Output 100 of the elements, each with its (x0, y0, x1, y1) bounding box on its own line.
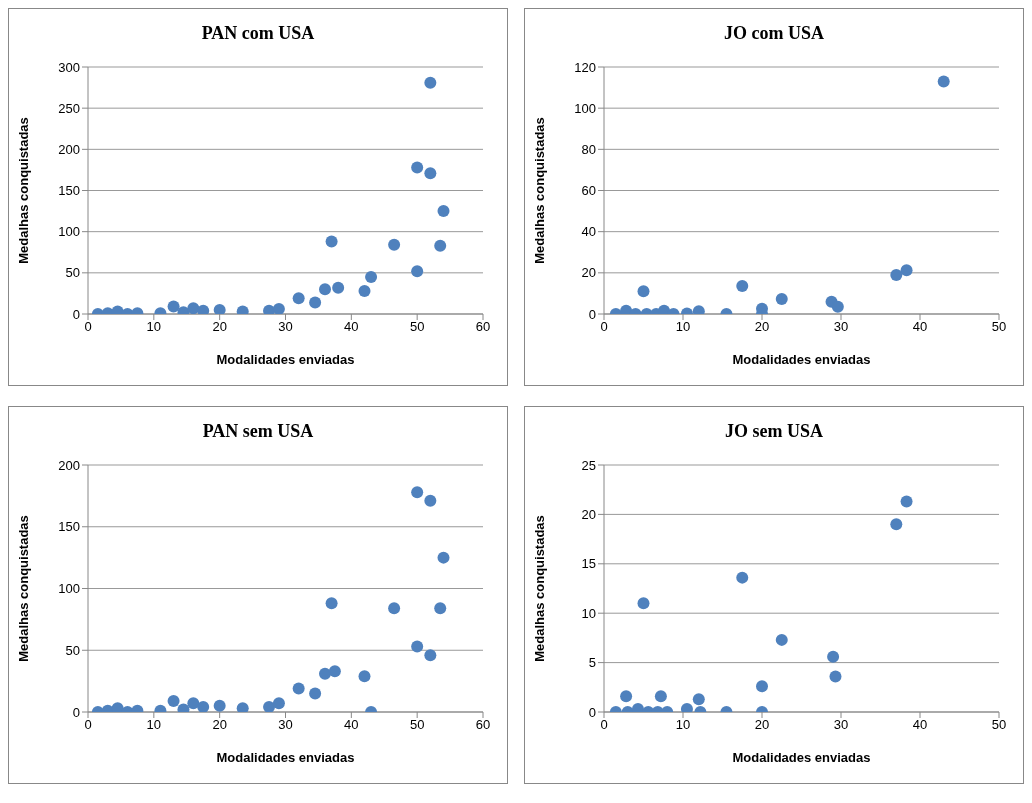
point (827, 650, 840, 663)
point (388, 238, 401, 251)
point (411, 265, 424, 278)
y-tick-label: 0 (588, 306, 596, 322)
point (775, 292, 788, 305)
y-tick-label: 120 (574, 59, 596, 75)
point (187, 302, 200, 314)
point (620, 304, 633, 314)
point (658, 304, 671, 314)
x-tick-label: 40 (912, 319, 928, 335)
point (437, 205, 450, 218)
x-tick-label: 0 (600, 319, 608, 335)
y-tick-label: 60 (581, 183, 596, 199)
point (272, 303, 285, 314)
point (829, 670, 842, 683)
point (756, 680, 768, 693)
x-tick-label: 30 (833, 319, 849, 335)
point (890, 518, 903, 531)
point (236, 702, 249, 712)
point (900, 264, 913, 277)
x-tick-label: 10 (146, 717, 162, 733)
point (424, 76, 437, 89)
point (775, 633, 788, 646)
point (411, 640, 424, 653)
point (325, 597, 338, 610)
point (292, 682, 305, 695)
y-tick-label: 250 (58, 100, 80, 116)
point (637, 597, 650, 610)
x-axis-title: Modalidades enviadas (732, 750, 871, 765)
y-tick-label: 10 (581, 605, 596, 621)
y-axis-title: Medalhas conquistadas (15, 515, 31, 662)
x-tick-label: 50 (409, 717, 425, 733)
y-tick-label: 100 (574, 100, 596, 116)
point (332, 281, 345, 294)
x-tick-label: 10 (675, 717, 691, 733)
point (890, 268, 903, 281)
x-tick-label: 40 (344, 319, 359, 335)
chart-title: JO sem USA (724, 421, 824, 442)
y-tick-label: 80 (581, 141, 596, 157)
y-axis-title: Medalhas conquistadas (531, 515, 547, 662)
point (692, 693, 705, 706)
point (424, 649, 437, 662)
chart-title: JO com USA (723, 23, 825, 44)
x-tick-label: 50 (409, 319, 425, 335)
point (437, 551, 450, 564)
point (358, 284, 371, 297)
point (213, 303, 226, 314)
point (388, 602, 401, 615)
point (319, 283, 331, 296)
point (292, 292, 305, 305)
point (365, 270, 378, 283)
x-axis-title: Modalidades enviadas (216, 750, 355, 765)
point (309, 296, 322, 309)
y-tick-label: 15 (581, 556, 596, 572)
point (654, 690, 667, 703)
x-tick-label: 30 (278, 319, 293, 335)
y-tick-label: 150 (58, 519, 80, 535)
point (167, 694, 180, 707)
point (197, 701, 210, 712)
point (319, 667, 331, 680)
x-tick-label: 20 (754, 717, 770, 733)
point (309, 687, 322, 700)
x-tick-label: 40 (344, 717, 359, 733)
x-tick-label: 0 (84, 717, 92, 733)
y-tick-label: 5 (588, 655, 596, 671)
x-tick-label: 60 (475, 717, 491, 733)
y-tick-label: 20 (581, 265, 596, 281)
chart-title: PAN com USA (200, 23, 316, 44)
x-tick-label: 0 (600, 717, 608, 733)
point (111, 702, 124, 712)
point (937, 75, 950, 88)
x-tick-label: 20 (754, 319, 770, 335)
point (272, 697, 285, 710)
x-tick-label: 0 (84, 319, 92, 335)
point (328, 665, 341, 678)
y-tick-label: 0 (72, 704, 80, 720)
point (831, 300, 844, 313)
y-axis-title: Medalhas conquistadas (15, 117, 31, 264)
x-tick-label: 50 (991, 717, 1007, 733)
point (900, 495, 913, 508)
y-tick-label: 20 (581, 507, 596, 523)
y-tick-label: 50 (65, 642, 80, 658)
y-tick-label: 0 (588, 704, 596, 720)
x-tick-label: 40 (912, 717, 928, 733)
x-axis-title: Modalidades enviadas (216, 352, 355, 367)
point (213, 699, 226, 712)
point (411, 161, 424, 174)
point (434, 239, 447, 252)
x-tick-label: 20 (212, 717, 227, 733)
x-tick-label: 60 (475, 319, 491, 335)
y-tick-label: 0 (72, 306, 80, 322)
point (325, 235, 338, 248)
y-tick-label: 100 (58, 581, 80, 597)
y-tick-label: 25 (581, 457, 596, 473)
point (358, 670, 371, 683)
point (424, 494, 437, 507)
point (620, 690, 633, 703)
y-axis-title: Medalhas conquistadas (531, 117, 547, 264)
y-tick-label: 300 (58, 59, 80, 75)
point (424, 167, 437, 180)
